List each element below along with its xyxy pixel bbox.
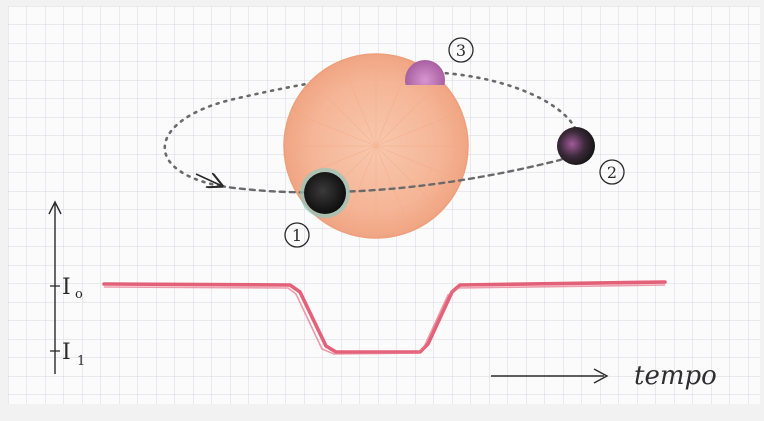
marker-1: 1 bbox=[284, 222, 310, 248]
marker-3: 3 bbox=[448, 37, 474, 63]
marker-3-label: 3 bbox=[456, 41, 466, 60]
marker-2-label: 2 bbox=[607, 163, 617, 182]
label-i1: I 1 bbox=[62, 340, 85, 369]
planet-position-1 bbox=[300, 168, 350, 218]
marker-1-label: 1 bbox=[292, 226, 302, 245]
label-i1-subscript: 1 bbox=[77, 354, 85, 369]
light-curve bbox=[102, 280, 667, 355]
planet-position-2 bbox=[557, 127, 595, 165]
time-axis-arrow-icon bbox=[593, 368, 609, 384]
intensity-axis-arrow-icon bbox=[48, 200, 62, 215]
planet-position-3 bbox=[405, 60, 445, 85]
label-i0-subscript: o bbox=[75, 287, 83, 302]
time-axis-label: tempo bbox=[634, 361, 717, 391]
marker-2: 2 bbox=[599, 159, 625, 185]
label-i1-letter: I bbox=[62, 340, 71, 365]
label-i0: I o bbox=[62, 275, 83, 302]
label-i0-letter: I bbox=[62, 275, 71, 300]
orbit-direction-arrow-icon bbox=[195, 174, 222, 186]
